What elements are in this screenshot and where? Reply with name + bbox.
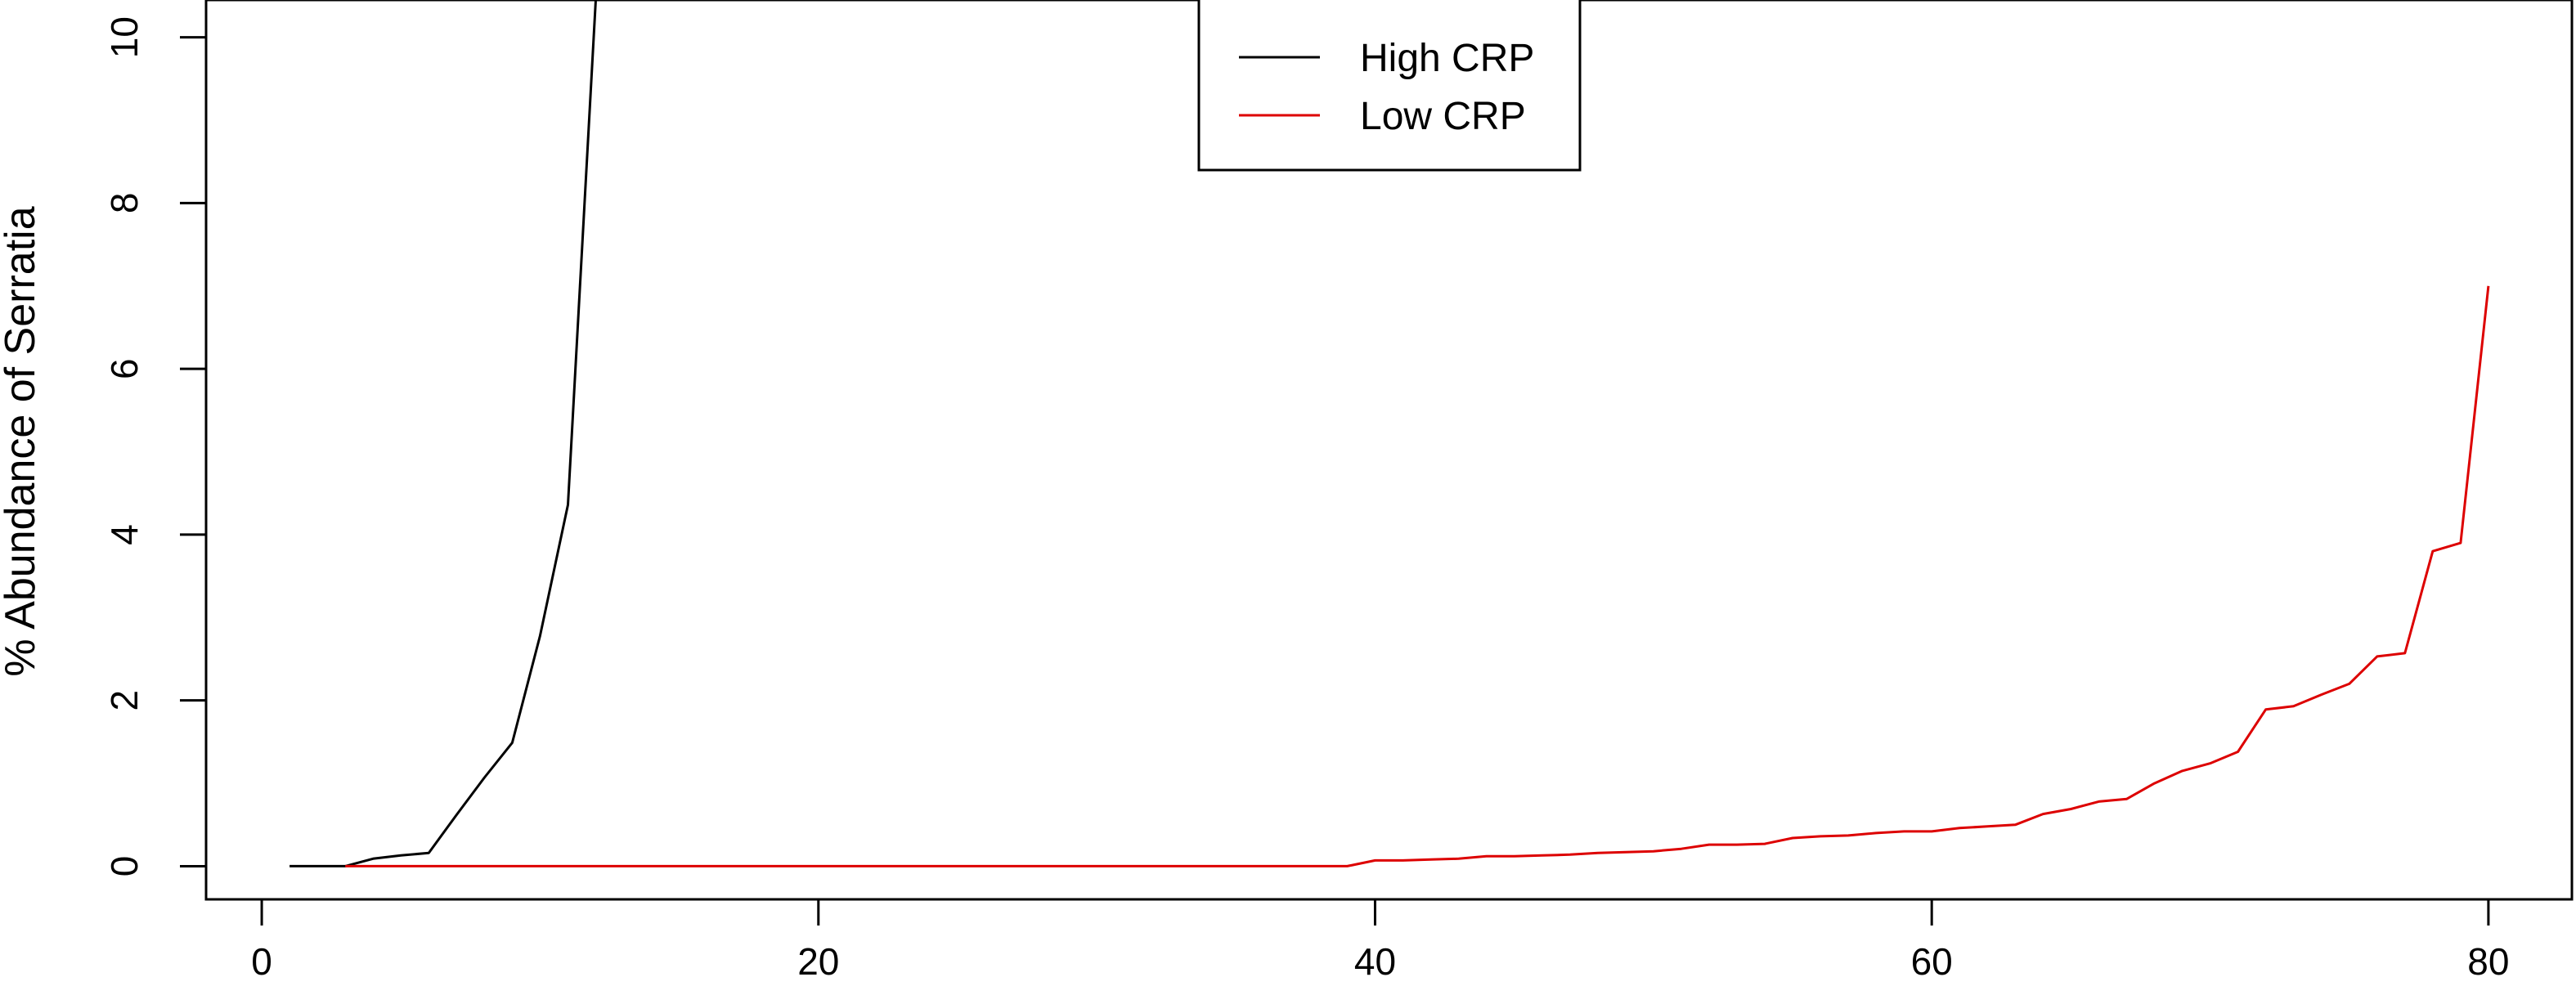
x-tick-label: 60 [1911, 940, 1953, 983]
series-line-high-crp [289, 0, 597, 867]
y-tick-label: 2 [103, 690, 146, 711]
legend-box [1197, 0, 1582, 172]
y-tick-label: 4 [103, 524, 146, 545]
y-axis-label: % Abundance of Serratia [0, 206, 44, 676]
y-tick-label: 6 [103, 358, 146, 379]
x-tick-label: 80 [2467, 940, 2509, 983]
x-tick-label: 20 [797, 940, 839, 983]
y-axis: 0 2 4 6 8 10 [103, 16, 208, 877]
y-tick-label: 0 [103, 856, 146, 877]
legend: High CRP Low CRP [1197, 0, 1582, 172]
y-tick-label: 8 [103, 193, 146, 214]
x-tick-label: 0 [251, 940, 272, 983]
legend-label-low-crp: Low CRP [1360, 95, 1526, 138]
x-tick-label: 40 [1354, 940, 1396, 983]
series-layer [289, 0, 2490, 867]
x-axis: 0 20 40 60 80 [251, 898, 2509, 983]
y-tick-label: 10 [103, 16, 146, 58]
series-line-low-crp [345, 285, 2490, 867]
legend-label-high-crp: High CRP [1360, 37, 1534, 80]
